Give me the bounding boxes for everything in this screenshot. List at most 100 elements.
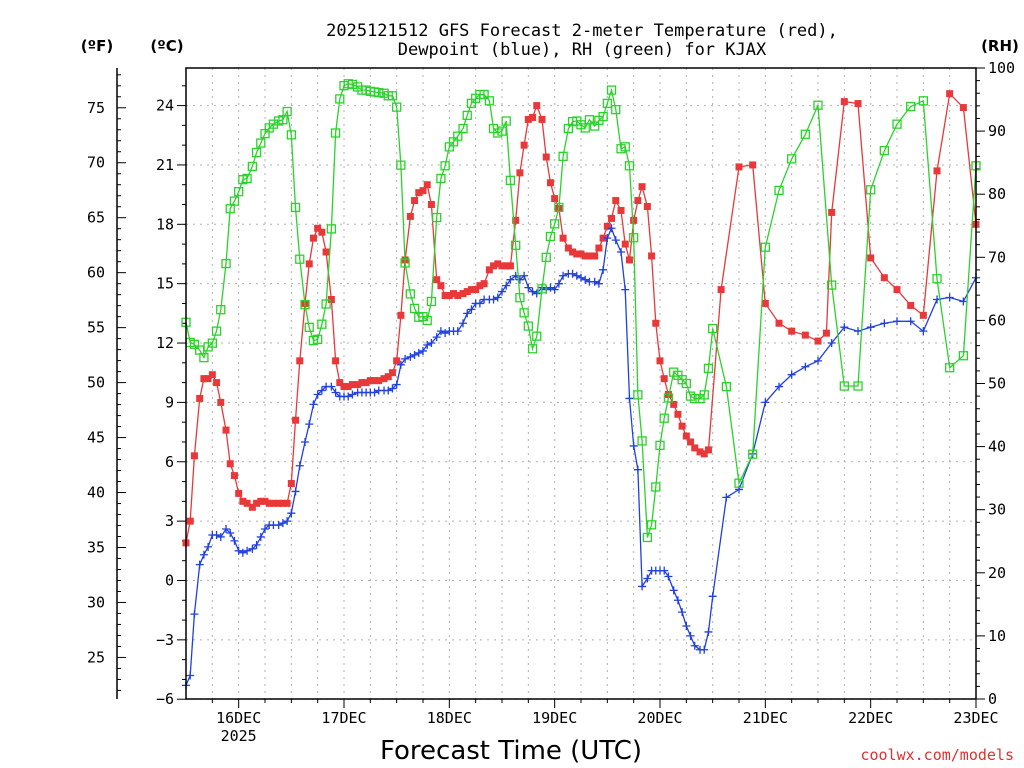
dewpoint-point — [243, 546, 252, 555]
temperature-point — [411, 197, 419, 205]
dewpoint-point — [919, 327, 928, 336]
rh-point — [932, 274, 942, 284]
dewpoint-point — [827, 339, 836, 348]
temperature-point — [257, 497, 265, 505]
rh-tick-label: 40 — [988, 438, 1006, 456]
temperature-point — [253, 499, 261, 507]
temperature-point — [275, 499, 283, 507]
dewpoint-series — [182, 224, 980, 690]
rh-point — [286, 130, 296, 140]
rh-tick-label: 60 — [988, 311, 1006, 329]
dewpoint-point — [493, 293, 502, 302]
temperature-point — [696, 448, 704, 456]
dewpoint-point — [607, 224, 616, 233]
dewpoint-point — [520, 271, 529, 280]
dewpoint-point — [190, 610, 199, 619]
temperature-series — [182, 90, 980, 547]
rh-point — [642, 532, 653, 543]
temperature-point — [208, 371, 216, 379]
rh-point — [532, 331, 542, 341]
dewpoint-point — [427, 339, 436, 348]
rh-point — [229, 196, 240, 206]
fahrenheit-tick-label: 70 — [87, 154, 105, 172]
dewpoint-point — [638, 582, 647, 591]
rh-point — [409, 303, 420, 314]
temperature-point — [358, 379, 366, 387]
temperature-point — [840, 98, 848, 106]
dewpoint-point — [621, 285, 630, 294]
dewpoint-point — [301, 437, 310, 446]
temperature-point — [239, 497, 247, 505]
temperature-point — [190, 452, 198, 460]
rh-point — [462, 110, 472, 120]
temperature-point — [340, 383, 348, 391]
temperature-point — [433, 276, 441, 284]
rh-point — [422, 315, 432, 326]
celsius-tick-label: 3 — [165, 512, 174, 530]
rh-point — [629, 233, 639, 243]
temperature-point — [283, 499, 291, 507]
rh-point — [879, 146, 890, 156]
rh-point — [387, 91, 398, 101]
temperature-point — [393, 357, 401, 365]
temperature-point — [235, 489, 243, 497]
rh-point — [396, 160, 406, 170]
dewpoint-point — [317, 386, 326, 395]
temperature-point — [318, 228, 326, 236]
temperature-point — [222, 426, 230, 434]
dewpoint-point — [611, 236, 620, 245]
temperature-point — [546, 179, 554, 187]
rh-tick-label: 100 — [988, 59, 1015, 77]
dewpoint-point — [441, 329, 450, 338]
dewpoint-point — [388, 384, 397, 393]
temperature-point — [656, 357, 664, 365]
temperature-point — [445, 292, 453, 300]
temperature-point — [529, 113, 537, 121]
temperature-point — [648, 252, 656, 260]
temperature-point — [309, 234, 317, 242]
rh-point — [853, 381, 863, 391]
dewpoint-point — [348, 390, 357, 399]
rh-point — [655, 440, 665, 450]
rh-unit-label: (RH) — [981, 37, 1019, 55]
dewpoint-point — [617, 248, 626, 257]
dewpoint-point — [761, 398, 770, 407]
dewpoint-point — [453, 327, 462, 336]
rh-point — [304, 322, 314, 332]
credit-label: coolwx.com/models — [860, 746, 1014, 764]
fahrenheit-tick-label: 60 — [87, 264, 105, 282]
fahrenheit-tick-label: 65 — [87, 209, 105, 227]
rh-point — [558, 151, 568, 161]
temperature-point — [643, 202, 651, 210]
dewpoint-point — [669, 586, 678, 595]
x-tick-label: 16DEC — [216, 709, 261, 727]
rh-point — [527, 344, 538, 354]
dewpoint-point — [195, 560, 204, 569]
rh-point — [453, 131, 463, 141]
temperature-point — [494, 260, 502, 268]
temperature-point — [388, 369, 396, 377]
temperature-point — [305, 260, 313, 268]
temperature-point — [674, 410, 682, 418]
rh-point — [256, 138, 266, 148]
dewpoint-point — [682, 621, 691, 630]
dewpoint-point — [436, 327, 445, 336]
rh-point — [721, 382, 732, 392]
rh-point — [699, 390, 709, 400]
x-tick-label: 22DEC — [848, 709, 893, 727]
temperature-point — [362, 379, 370, 387]
dewpoint-point — [577, 273, 585, 282]
temperature-point — [581, 252, 589, 260]
celsius-tick-label: 15 — [156, 275, 174, 293]
rh-tick-label: 30 — [988, 501, 1006, 519]
chart-title-line1: 2025121512 GFS Forecast 2-meter Temperat… — [326, 21, 838, 41]
temperature-point — [946, 90, 954, 98]
dewpoint-point — [222, 525, 231, 534]
dewpoint-point — [532, 289, 541, 298]
rh-point — [313, 334, 323, 344]
celsius-tick-label: 24 — [156, 97, 174, 115]
rh-point — [545, 231, 556, 242]
temperature-point — [327, 295, 335, 303]
temperature-point — [354, 381, 362, 389]
